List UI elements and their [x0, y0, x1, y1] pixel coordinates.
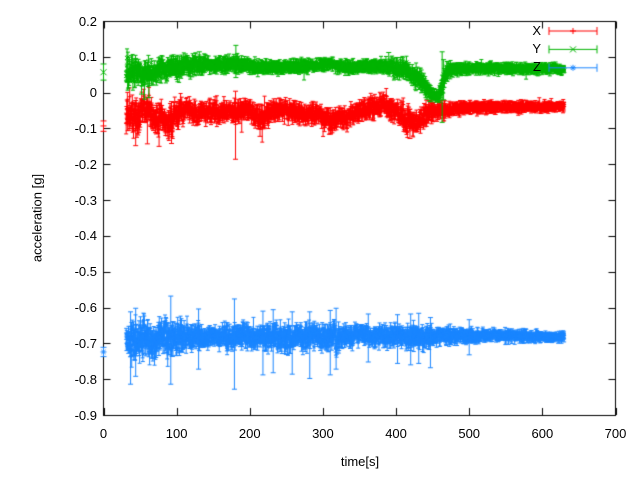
x-tick-label: 700: [604, 426, 627, 441]
x-axis-title: time[s]: [340, 454, 380, 469]
x-tick-label: 600: [531, 426, 554, 441]
x-tick-label: 400: [385, 426, 407, 441]
y-tick-label: -0.6: [74, 300, 97, 316]
x-tick-label: 200: [238, 426, 261, 441]
y-tick-label: -0.5: [74, 264, 97, 280]
x-tick-label: 0: [99, 426, 108, 441]
y-axis-title: acceleration [g]: [29, 173, 45, 263]
y-tick-label: -0.1: [74, 120, 97, 136]
legend-label-Z: Z: [533, 59, 541, 75]
y-tick-label: -0.7: [74, 335, 97, 351]
y-tick-label: -0.4: [74, 228, 97, 244]
y-tick-label: -0.3: [74, 192, 97, 208]
legend-label-X: X: [532, 22, 541, 38]
y-tick-label: -0.9: [74, 407, 97, 423]
legend-label-Y: Y: [532, 40, 541, 56]
y-tick-label: -0.8: [74, 371, 97, 387]
x-tick-label: 300: [312, 426, 334, 441]
y-tick-label: 0.2: [78, 13, 97, 29]
y-tick-label: 0.1: [78, 49, 97, 65]
x-tick-label: 500: [458, 426, 481, 441]
x-tick-label: 100: [165, 426, 188, 441]
y-tick-label: 0: [89, 85, 97, 101]
y-tick-label: -0.2: [74, 156, 97, 172]
